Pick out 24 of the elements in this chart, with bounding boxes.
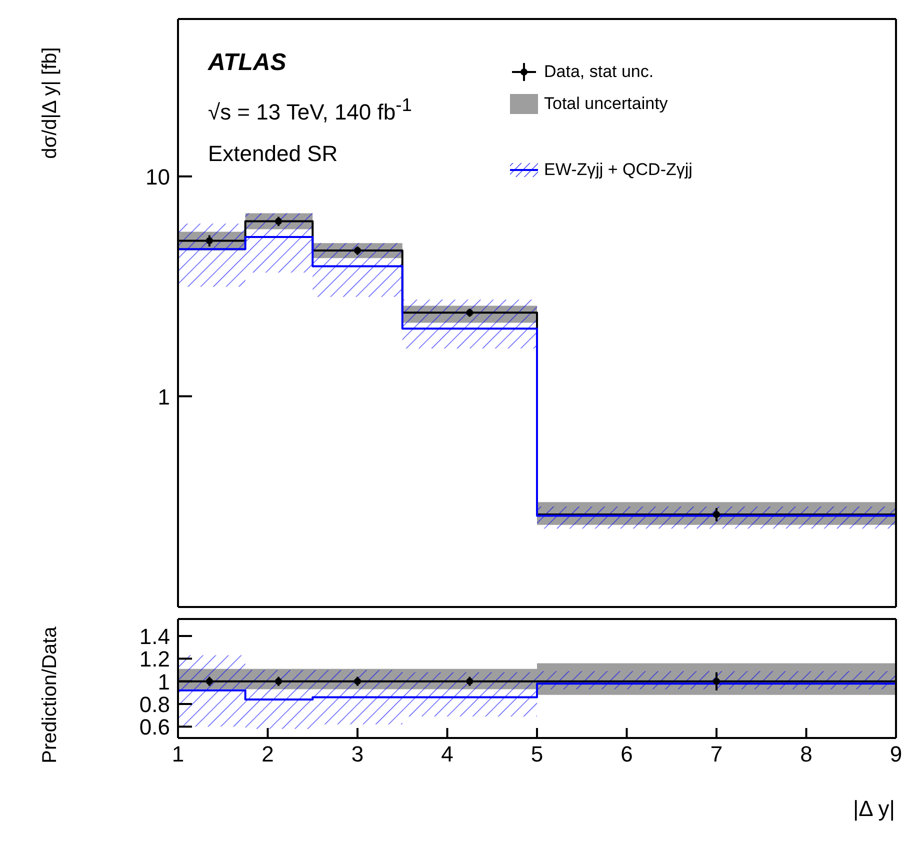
legend-label: Data, stat unc.	[544, 62, 654, 82]
annotation: Extended SR	[208, 140, 339, 168]
x-tick-label: 7	[710, 742, 723, 767]
x-tick-label: 3	[351, 742, 364, 767]
annotation: √s = 13 TeV, 140 fb$^{-1}$	[208, 93, 412, 126]
x-tick-label: 9	[890, 742, 902, 767]
x-tick-label: 8	[800, 742, 812, 767]
y-tick-label: 10	[146, 164, 170, 190]
y-tick-label: 1	[158, 384, 170, 410]
y-axis-title: Prediction/Data	[39, 626, 61, 764]
annotation: ATLAS	[208, 48, 288, 78]
y-tick-label: 1	[158, 669, 170, 694]
x-axis-title: |Δ y|	[852, 796, 895, 822]
y-tick-label: 0.8	[139, 692, 170, 717]
y-axis-title: dσ/d|Δ y| [fb]	[39, 47, 61, 159]
legend-label: Total uncertainty	[544, 94, 668, 114]
y-tick-label: 1.4	[139, 624, 170, 649]
legend-label: EW-Zγjj + QCD-Zγjj	[544, 160, 692, 180]
x-tick-label: 4	[441, 742, 454, 767]
x-tick-label: 2	[262, 742, 274, 767]
x-tick-label: 6	[620, 742, 633, 767]
y-tick-label: 0.6	[139, 714, 170, 740]
x-tick-label: 5	[530, 742, 544, 767]
y-tick-label: 1.2	[139, 646, 170, 672]
